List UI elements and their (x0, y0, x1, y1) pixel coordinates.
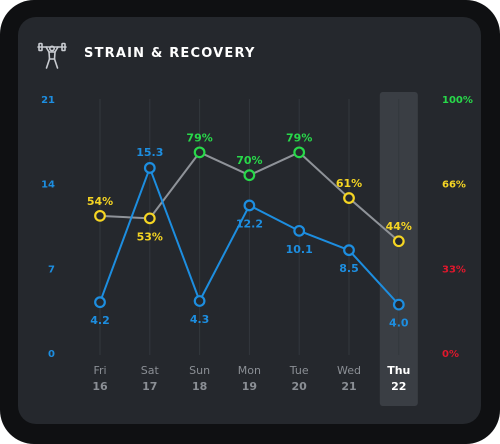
x-axis-day-label: Sun (189, 364, 210, 377)
x-axis-date-label: 18 (192, 380, 207, 393)
x-axis-day-label: Sat (141, 364, 160, 377)
right-axis-tick-label: 66% (442, 180, 466, 191)
right-axis-tick-label: 0% (442, 349, 459, 360)
x-axis-date-label: 20 (292, 380, 308, 393)
strain-data-label: 4.0 (389, 317, 409, 330)
strain-point (94, 296, 106, 309)
strain-point (243, 199, 256, 212)
strain-point (293, 224, 306, 237)
recovery-data-label: 54% (87, 195, 113, 208)
x-axis-day-label: Thu (387, 364, 410, 377)
right-axis-tick-label: 33% (442, 264, 466, 275)
left-axis-tick-label: 7 (48, 264, 55, 275)
strain-point (193, 295, 206, 307)
x-axis-date-label: 21 (341, 380, 356, 393)
recovery-point (193, 146, 206, 159)
recovery-data-label: 61% (336, 177, 362, 190)
recovery-data-label: 79% (186, 131, 212, 144)
strain-data-label: 4.2 (90, 314, 110, 327)
strain-recovery-card: STRAIN & RECOVERY 0 7 14 21 0% 33% 66% 100% Fri 1… (18, 17, 481, 424)
recovery-point (94, 209, 106, 222)
x-axis-day-label: Mon (238, 364, 261, 377)
x-axis-day-label: Fri (93, 364, 106, 377)
strain-data-label: 15.3 (136, 146, 163, 159)
strain-point (143, 162, 156, 174)
strain-point (392, 298, 405, 311)
recovery-point (243, 169, 256, 182)
strain-data-label: 4.3 (190, 313, 210, 326)
left-axis-tick-label: 21 (41, 95, 55, 106)
recovery-point (293, 146, 306, 159)
recovery-data-label: 79% (286, 131, 312, 144)
recovery-point (392, 235, 405, 248)
recovery-data-label: 53% (137, 230, 163, 243)
x-axis-day-label: Tue (289, 364, 309, 377)
strain-data-label: 12.2 (236, 217, 263, 230)
recovery-data-label: 70% (236, 154, 262, 167)
x-axis-date-label: 22 (391, 380, 406, 393)
strain-point (343, 244, 355, 257)
right-axis-tick-label: 100% (442, 95, 473, 106)
x-axis-day-label: Wed (337, 364, 361, 377)
left-axis-tick-label: 14 (41, 180, 55, 191)
weightlifter-icon (37, 42, 67, 69)
x-axis-date-label: 16 (92, 380, 108, 393)
card-header: STRAIN & RECOVERY (18, 17, 481, 87)
left-axis-tick-label: 0 (48, 349, 55, 360)
strain-recovery-chart: 0 7 14 21 0% 33% 66% 100% Fri 16 Sat 17 Sun 18 Mon 19 Tu… (41, 92, 473, 406)
x-axis-date-label: 19 (242, 380, 257, 393)
strain-data-label: 10.1 (286, 243, 313, 256)
recovery-point (343, 192, 355, 204)
card-title: STRAIN & RECOVERY (84, 46, 256, 61)
recovery-point (143, 212, 156, 225)
recovery-data-label: 44% (386, 220, 412, 233)
x-axis-date-label: 17 (142, 380, 157, 393)
strain-data-label: 8.5 (339, 262, 359, 275)
